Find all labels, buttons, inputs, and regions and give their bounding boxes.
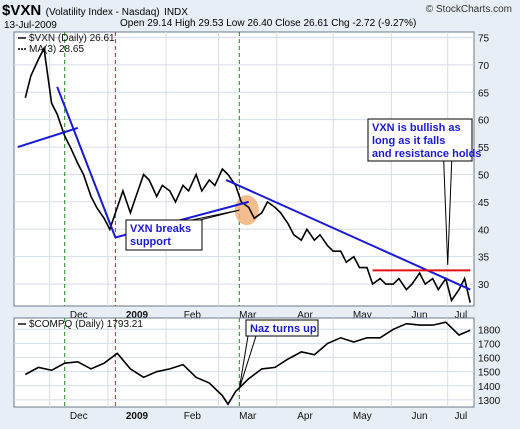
plot-area <box>13 31 475 307</box>
y-tick-label: 1700 <box>478 339 501 350</box>
y-tick-label: 1800 <box>478 325 501 336</box>
date: 13-Jul-2009 <box>4 20 57 31</box>
annotation-text: support <box>130 236 171 248</box>
x-tick-label: Jun <box>411 411 427 422</box>
annotation-text: VXN breaks <box>130 223 191 235</box>
x-tick-label: Jul <box>454 411 467 422</box>
annotation-text: and resistance holds <box>372 148 481 160</box>
annotation-box <box>125 219 203 251</box>
x-tick-label: Feb <box>184 310 202 321</box>
annotation: Naz turns up <box>238 319 319 389</box>
y-tick-label: 40 <box>478 225 490 236</box>
x-tick-label: Jun <box>411 310 427 321</box>
price-line <box>24 321 471 406</box>
y-tick-label: 75 <box>478 33 490 44</box>
y-tick-label: 30 <box>478 280 490 291</box>
x-tick-label: May <box>353 310 372 321</box>
y-tick-label: 45 <box>478 198 490 209</box>
x-tick-label: Mar <box>239 411 257 422</box>
trendline <box>56 86 117 238</box>
y-tick-label: 60 <box>478 116 490 127</box>
x-tick-label: Apr <box>297 411 313 422</box>
y-tick-label: 50 <box>478 170 490 181</box>
panel-vxn: 30 35 40 45 50 55 60 65 70 75 Dec 2009 Feb Mar Apr May J… <box>13 31 490 321</box>
symbol: $VXN <box>2 2 42 19</box>
x-tick-label: Dec <box>70 411 88 422</box>
y-tick-label: 65 <box>478 88 490 99</box>
ohlc-values: Open 29.14 High 29.53 Low 26.40 Close 26… <box>120 18 417 29</box>
trendline <box>17 126 79 149</box>
symbol-name: (Volatility Index - Nasdaq) <box>45 7 160 18</box>
y-tick-label: 1300 <box>478 396 501 407</box>
annotation-text: VXN is bullish as <box>372 122 461 134</box>
x-tick-label: Feb <box>184 411 202 422</box>
exchange: INDX <box>164 7 188 18</box>
annotation-box <box>245 319 319 337</box>
symbol-title: $VXN (Volatility Index - Nasdaq) INDX <box>2 2 188 20</box>
y-tick-label: 35 <box>478 253 490 264</box>
x-tick-label: Dec <box>70 310 88 321</box>
x-tick-label: Apr <box>297 310 313 321</box>
watermark: © StockCharts.com <box>425 4 512 15</box>
legend-label: MA(3) 28.65 <box>29 44 84 55</box>
y-tick-label: 55 <box>478 143 490 154</box>
x-tick-label: Jul <box>454 310 467 321</box>
annotation-box <box>367 118 473 162</box>
price-line <box>24 45 471 303</box>
x-tick-label: 2009 <box>126 310 149 321</box>
annotation-text: Naz turns up <box>250 323 317 335</box>
legend-label: $VXN (Daily) 26.61 <box>29 33 115 44</box>
annotation-text: long as it falls <box>372 135 445 147</box>
y-tick-label: 1400 <box>478 382 501 393</box>
legend-label: $COMPQ (Daily) 1793.21 <box>29 319 143 330</box>
y-tick-label: 70 <box>478 61 490 72</box>
y-tick-label: 1600 <box>478 354 501 365</box>
x-tick-label: 2009 <box>126 411 149 422</box>
y-tick-label: 1500 <box>478 368 501 379</box>
x-tick-label: May <box>353 411 372 422</box>
x-tick-label: Mar <box>239 310 257 321</box>
